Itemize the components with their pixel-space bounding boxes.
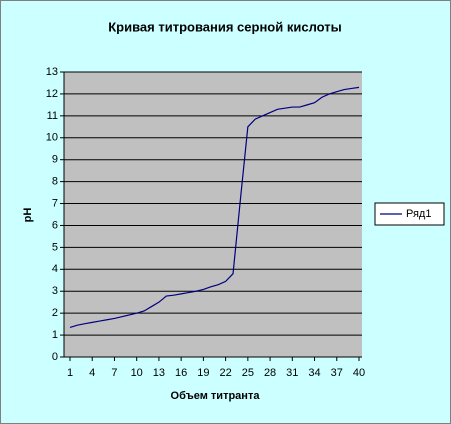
y-tick-label: 5 (52, 241, 58, 253)
y-tick-label: 4 (52, 263, 58, 275)
y-tick-label: 2 (52, 307, 58, 319)
y-tick-label: 10 (46, 132, 58, 144)
x-tick-label: 22 (219, 367, 231, 379)
legend-label: Ряд1 (406, 208, 431, 220)
line-series (69, 86, 360, 328)
x-tick-label: 37 (331, 367, 343, 379)
x-axis-label: Объем титранта (171, 390, 261, 402)
y-tick-label: 7 (52, 197, 58, 209)
legend (374, 202, 445, 226)
chart-title: Кривая титрования серной кислоты (108, 19, 342, 34)
x-tick-label: 16 (175, 367, 187, 379)
x-tick-label: 28 (264, 367, 276, 379)
y-tick-label: 1 (52, 329, 58, 341)
x-tick-label: 10 (131, 367, 143, 379)
x-tick-label: 34 (308, 367, 320, 379)
y-tick-label: 13 (46, 66, 58, 78)
y-tick-label: 8 (52, 176, 58, 188)
x-tick-label: 4 (89, 367, 95, 379)
x-tick-label: 31 (286, 367, 298, 379)
x-tick-label: 25 (242, 367, 254, 379)
y-tick-label: 0 (52, 351, 58, 363)
y-tick-label: 11 (47, 110, 58, 122)
y-tick-label: 9 (52, 154, 58, 166)
x-tick-label: 19 (197, 367, 209, 379)
x-tick-label: 1 (67, 367, 73, 379)
y-tick-label: 6 (52, 219, 58, 231)
x-tick-label: 7 (111, 367, 117, 379)
y-tick-label: 3 (52, 285, 58, 297)
x-tick-label: 13 (153, 367, 165, 379)
plot-area (64, 72, 362, 357)
y-tick-label: 12 (46, 88, 58, 100)
x-tick-label: 40 (353, 367, 365, 379)
y-axis-label: pH (22, 208, 34, 223)
